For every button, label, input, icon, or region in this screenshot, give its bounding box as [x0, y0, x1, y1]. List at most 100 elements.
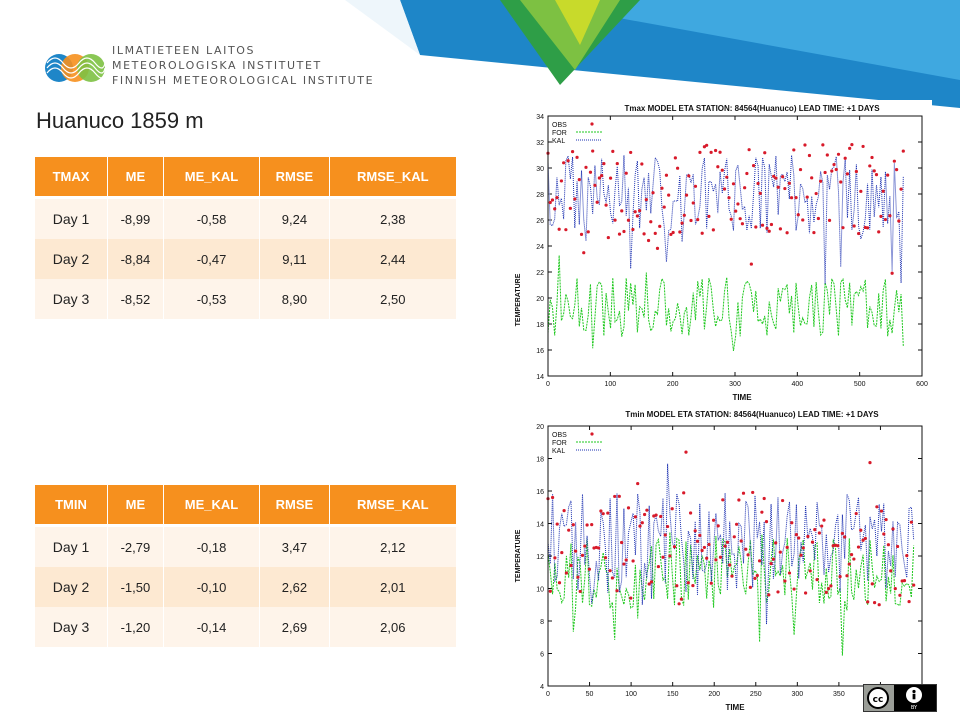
obs-point — [588, 170, 593, 174]
table-row: Day 2 -1,50 -0,10 2,62 2,01 — [35, 567, 458, 607]
obs-point — [769, 562, 773, 566]
obs-point — [682, 491, 686, 495]
obs-point — [824, 590, 828, 594]
obs-point — [684, 193, 689, 197]
obs-point — [861, 538, 865, 542]
plot-title: Tmax MODEL ETA STATION: 84564(Huanuco) L… — [624, 104, 880, 113]
obs-point — [613, 218, 617, 222]
legend-label: OBS — [552, 432, 567, 439]
obs-point — [672, 545, 677, 549]
obs-point — [753, 576, 757, 580]
obs-point — [671, 230, 675, 235]
obs-point — [649, 220, 653, 224]
obs-point — [763, 151, 767, 155]
table-header-cell: RMSE_KAL — [329, 157, 458, 199]
x-tick-label: 350 — [833, 691, 845, 698]
obs-point — [756, 181, 760, 186]
obs-point — [881, 189, 885, 193]
obs-point — [562, 161, 566, 165]
table-header-cell: ME — [107, 485, 164, 527]
obs-point — [847, 562, 851, 566]
obs-point — [595, 200, 599, 204]
obs-point — [739, 539, 743, 543]
obs-point — [748, 585, 752, 589]
svg-text:BY: BY — [911, 705, 918, 711]
table-row: Day 2 -8,84 -0,47 9,11 2,44 — [35, 239, 458, 279]
obs-point — [856, 545, 861, 549]
obs-point — [655, 246, 660, 250]
obs-point — [593, 183, 597, 187]
obs-point — [622, 229, 626, 234]
obs-point — [843, 156, 847, 160]
obs-point — [553, 556, 557, 560]
table-cell: -0,10 — [163, 567, 261, 607]
obs-point — [720, 168, 724, 172]
obs-point — [573, 197, 577, 201]
row-label: Day 3 — [35, 279, 108, 319]
by-icon: BY — [906, 687, 922, 711]
obs-point — [760, 510, 764, 514]
obs-point — [691, 583, 695, 588]
obs-point — [642, 512, 647, 517]
obs-point — [879, 214, 883, 218]
x-tick-label: 200 — [708, 691, 720, 698]
obs-point — [722, 187, 727, 191]
obs-point — [644, 197, 648, 202]
obs-point — [737, 498, 741, 502]
obs-point — [698, 150, 702, 154]
y-tick-label: 22 — [536, 270, 544, 277]
obs-point — [758, 191, 762, 195]
x-tick-label: 300 — [729, 381, 741, 388]
obs-point — [743, 186, 747, 190]
obs-point — [901, 149, 905, 153]
obs-point — [749, 262, 753, 266]
obs-point — [816, 216, 820, 221]
obs-point — [890, 271, 894, 275]
obs-point — [613, 494, 617, 499]
plot-marks — [546, 450, 916, 656]
obs-point — [615, 161, 619, 166]
table-cell: 2,62 — [259, 567, 330, 607]
obs-point — [684, 450, 688, 454]
y-axis-label: TEMPERATURE — [515, 529, 522, 582]
obs-point — [619, 540, 624, 545]
obs-point — [794, 533, 798, 537]
obs-point — [691, 201, 695, 205]
obs-point — [665, 524, 670, 529]
cc-icon: cc — [867, 687, 889, 709]
obs-point — [755, 573, 759, 578]
obs-point — [852, 557, 856, 561]
obs-point — [707, 214, 711, 218]
row-label: Day 1 — [35, 525, 108, 567]
obs-point — [830, 169, 834, 173]
obs-point — [872, 169, 876, 173]
obs-point — [838, 575, 842, 579]
obs-point — [711, 518, 716, 522]
x-tick-label: 400 — [791, 381, 803, 388]
obs-point — [553, 207, 557, 211]
obs-point — [723, 544, 727, 548]
obs-point — [620, 209, 624, 213]
x-tick-label: 500 — [854, 381, 866, 388]
obs-point — [765, 226, 769, 230]
obs-point — [895, 544, 900, 549]
table-row: Day 3 -1,20 -0,14 2,69 2,06 — [35, 607, 458, 647]
obs-point — [656, 564, 660, 569]
x-tick-label: 100 — [604, 381, 616, 388]
table-cell: 2,01 — [329, 567, 458, 607]
obs-point — [570, 150, 575, 154]
obs-point — [745, 171, 749, 176]
obs-point — [902, 579, 907, 583]
plot-title: Tmin MODEL ETA STATION: 84564(Huanuco) L… — [625, 410, 879, 419]
obs-point — [840, 531, 844, 536]
obs-point — [868, 164, 872, 168]
obs-point — [767, 593, 771, 597]
table-cell: 2,06 — [329, 607, 458, 647]
obs-point — [675, 584, 679, 588]
obs-point — [767, 229, 771, 233]
table-cell: -0,58 — [163, 197, 261, 239]
y-tick-label: 26 — [536, 218, 544, 225]
obs-point — [689, 218, 693, 223]
obs-point — [550, 495, 555, 500]
table-cell: 9,24 — [259, 197, 330, 239]
